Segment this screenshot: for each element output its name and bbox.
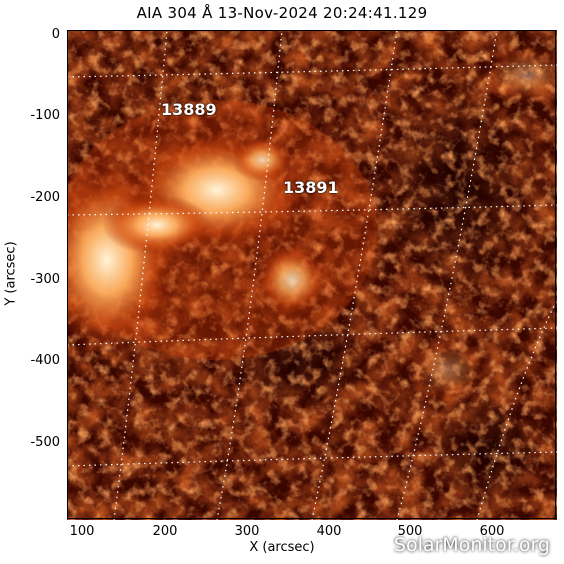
y-tick-label: -500 bbox=[30, 435, 60, 450]
active-region-13889-label: 13889 bbox=[161, 100, 217, 119]
y-axis-label: Y (arcsec) bbox=[3, 241, 19, 306]
y-tick-label: -100 bbox=[30, 108, 60, 123]
solar-image-panel bbox=[67, 30, 557, 520]
x-tick-label: 400 bbox=[316, 524, 342, 539]
x-tick-label: 300 bbox=[234, 524, 260, 539]
x-tick-label: 500 bbox=[397, 524, 423, 539]
x-tick-label: 100 bbox=[69, 524, 95, 539]
y-tick-label: -200 bbox=[30, 190, 60, 205]
aia-304-image bbox=[67, 30, 557, 520]
heliographic-grid bbox=[67, 30, 557, 520]
x-tick-label: 600 bbox=[479, 524, 505, 539]
active-region-13891-label: 13891 bbox=[283, 178, 339, 197]
y-tick-label: 0 bbox=[51, 27, 60, 42]
bright-plage-13891 bbox=[257, 245, 327, 315]
y-tick-label: -300 bbox=[30, 272, 60, 287]
solarmonitor-credit: SolarMonitor.org bbox=[393, 534, 550, 556]
y-tick-label: -400 bbox=[30, 353, 60, 368]
image-title: AIA 304 Å 13-Nov-2024 20:24:41.129 bbox=[136, 4, 428, 22]
x-axis-label: X (arcsec) bbox=[249, 540, 315, 555]
x-tick-label: 200 bbox=[152, 524, 178, 539]
